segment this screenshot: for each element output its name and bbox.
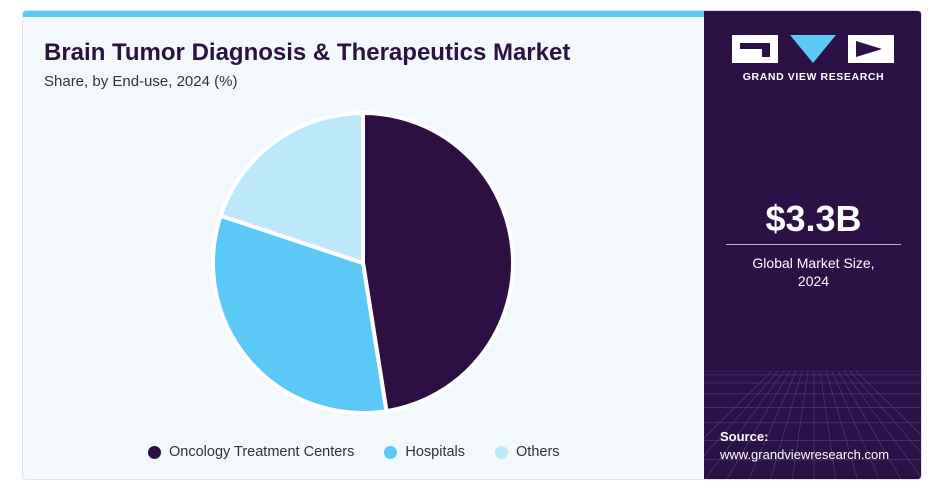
pie-slice-others: [218, 111, 365, 265]
info-sidebar: GRAND VIEW RESEARCH $3.3B Global Market …: [704, 11, 921, 479]
chart-panel: Brain Tumor Diagnosis & Therapeutics Mar…: [23, 17, 704, 479]
divider: [726, 244, 901, 245]
market-size-label-line1: Global Market Size,: [752, 255, 875, 271]
market-size-label: Global Market Size, 2024: [704, 254, 921, 290]
source-url[interactable]: www.grandviewresearch.com: [720, 447, 890, 462]
pie-slice-oncology: [361, 111, 515, 414]
chart-subtitle: Share, by End-use, 2024 (%): [44, 73, 238, 90]
legend-item-others: Others: [495, 444, 560, 460]
grand-view-research-logo-icon: [732, 35, 894, 63]
infographic-card: Brain Tumor Diagnosis & Therapeutics Mar…: [22, 10, 922, 480]
brand-name: GRAND VIEW RESEARCH: [742, 71, 885, 83]
legend-swatch-hospitals: [384, 445, 398, 459]
legend-item-hospitals: Hospitals: [384, 444, 465, 460]
legend-swatch-others: [495, 445, 509, 459]
legend-label-oncology: Oncology Treatment Centers: [169, 444, 355, 460]
decorative-grid: [704, 371, 921, 479]
market-size-label-line2: 2024: [797, 273, 830, 289]
pie-chart: [211, 111, 515, 415]
legend-label-others: Others: [516, 444, 560, 460]
market-size-value: $3.3B: [765, 198, 862, 239]
legend-item-oncology: Oncology Treatment Centers: [148, 444, 354, 460]
chart-legend: Oncology Treatment Centers Hospitals Oth…: [148, 441, 590, 463]
pie-slice-hospitals: [211, 213, 389, 415]
chart-title: Brain Tumor Diagnosis & Therapeutics Mar…: [44, 39, 571, 66]
source-label: Source:: [720, 429, 769, 444]
legend-label-hospitals: Hospitals: [405, 444, 466, 460]
accent-bar: [23, 11, 704, 17]
legend-swatch-oncology: [148, 445, 161, 459]
